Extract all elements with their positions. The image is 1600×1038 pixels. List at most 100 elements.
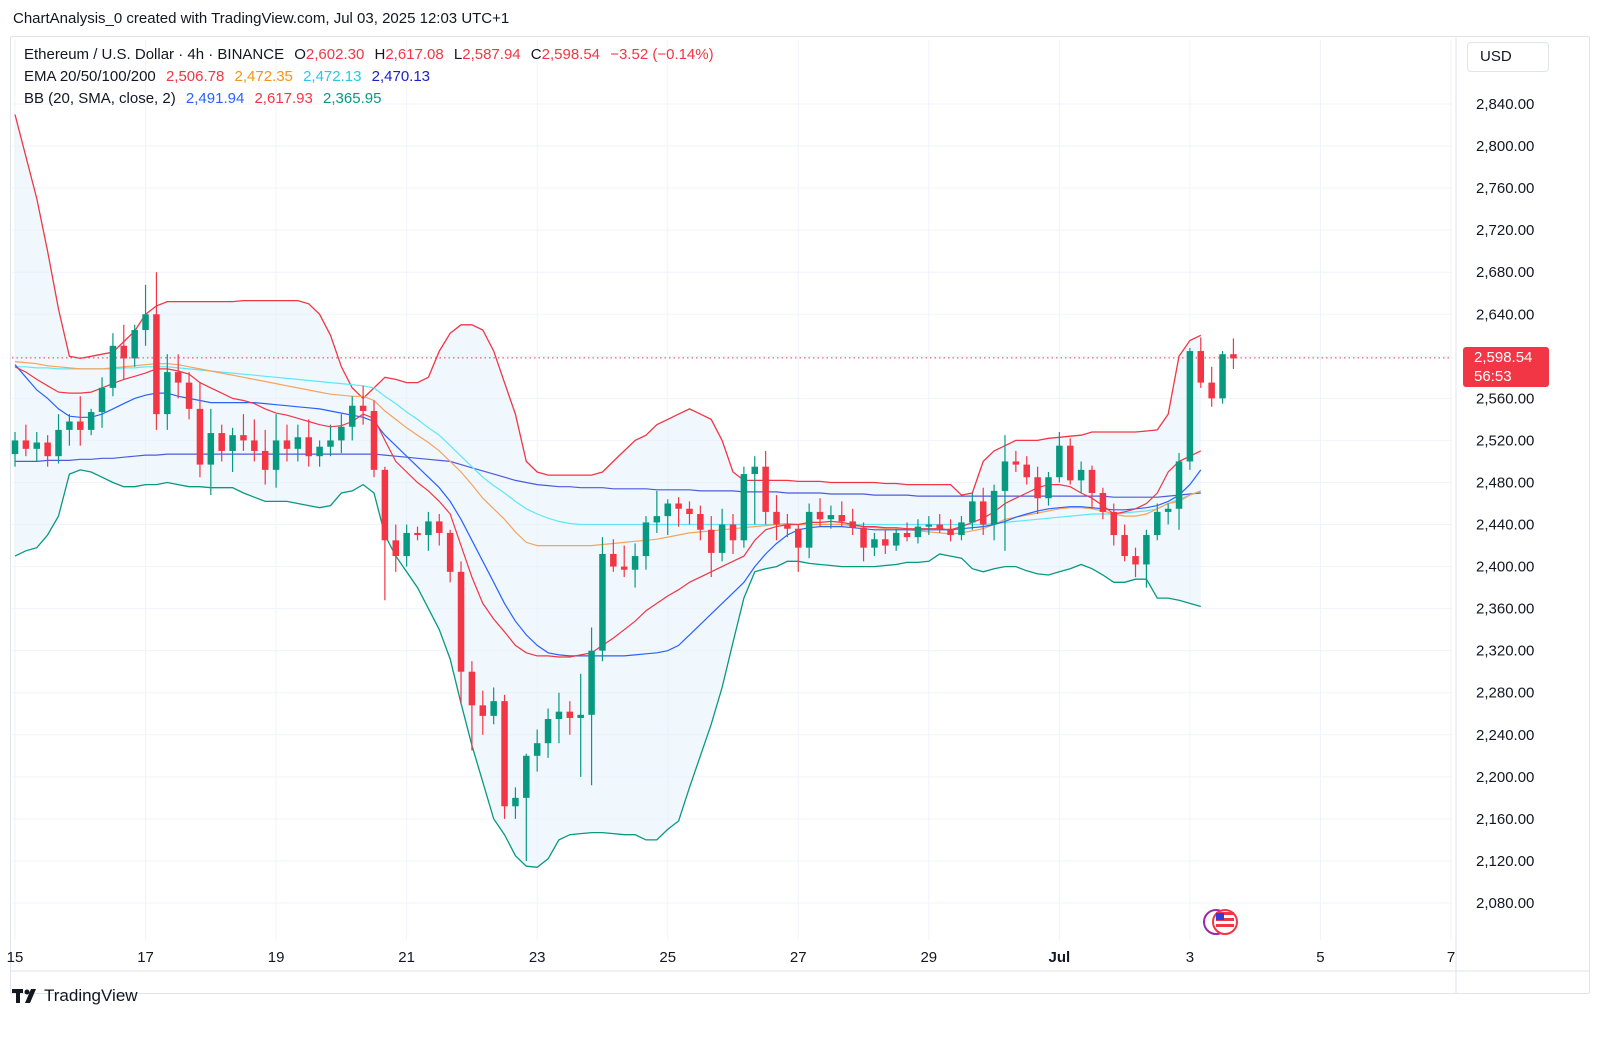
candle-body (1099, 492, 1107, 512)
candle-body (33, 442, 41, 449)
price-tick-label: 2,840.00 (1476, 96, 1534, 113)
price-tick-label: 2,240.00 (1476, 727, 1534, 744)
price-tick-label: 2,720.00 (1476, 222, 1534, 239)
candle (468, 661, 476, 751)
candle (272, 414, 280, 488)
bb-upper-line (14, 114, 1202, 496)
candle (1056, 432, 1063, 483)
open-label: O (294, 46, 306, 63)
candle-body (501, 701, 508, 807)
price-tick-label: 2,120.00 (1476, 853, 1534, 870)
candle (457, 561, 465, 704)
candle-body (1143, 535, 1150, 565)
tradingview-logo[interactable]: TradingView (12, 986, 138, 1006)
ema50-line (14, 361, 1202, 547)
time-tick-label: 15 (7, 949, 24, 966)
bb-upper-value: 2,617.93 (254, 90, 313, 107)
candle-body (642, 522, 650, 557)
candle-body (686, 508, 693, 515)
price-tick-label: 2,680.00 (1476, 264, 1534, 281)
price-tick-label: 2,480.00 (1476, 474, 1534, 491)
candle-body (533, 743, 541, 756)
candle-body (936, 524, 943, 529)
candle-body (305, 437, 312, 457)
high-value: 2,617.08 (385, 46, 444, 63)
price-tick-label: 2,640.00 (1476, 306, 1534, 323)
candle-body (762, 466, 769, 512)
candle-body (1077, 469, 1085, 481)
price-tick-label: 2,760.00 (1476, 180, 1534, 197)
candle-body (653, 516, 661, 523)
candle (827, 505, 835, 529)
candle (120, 324, 128, 380)
candle-body (1164, 508, 1172, 512)
currency-selector[interactable]: USD (1467, 42, 1549, 72)
candle-body (109, 345, 117, 388)
candle (892, 528, 900, 551)
candle-body (185, 382, 193, 409)
candle (686, 501, 693, 525)
candle (555, 692, 563, 744)
candle (1066, 438, 1074, 485)
legend-bb-row[interactable]: BB (20, SMA, close, 2) 2,491.94 2,617.93… (24, 90, 387, 107)
candle (1099, 487, 1107, 520)
candle-body (1230, 354, 1237, 359)
candlesticks (11, 272, 1237, 861)
candle-body (1088, 469, 1096, 493)
candle-body (1175, 461, 1183, 509)
price-tick-label: 2,520.00 (1476, 432, 1534, 449)
symbol-name[interactable]: Ethereum / U.S. Dollar · 4h · BINANCE (24, 46, 285, 63)
candle (229, 427, 236, 472)
time-tick-label: 27 (790, 949, 807, 966)
candle (620, 545, 628, 578)
candle (664, 499, 671, 536)
candle-body (1219, 354, 1226, 399)
candle-body (22, 440, 30, 449)
candle-body (979, 501, 987, 525)
candle-body (251, 440, 258, 451)
candle-body (196, 408, 204, 465)
candle (305, 419, 312, 467)
candle (1121, 524, 1128, 562)
candle (849, 508, 856, 536)
candle-body (1034, 477, 1041, 499)
candle (729, 514, 737, 554)
candle (697, 505, 704, 541)
candle (55, 414, 62, 464)
ema20-line (14, 366, 1202, 658)
time-tick-label: 17 (137, 949, 154, 966)
candle (903, 522, 911, 542)
candle (109, 333, 117, 397)
candle (240, 414, 247, 451)
candle-body (610, 553, 617, 567)
candle (1110, 503, 1118, 546)
candle (77, 396, 84, 446)
time-tick-label: 21 (398, 949, 415, 966)
legend-ema-row[interactable]: EMA 20/50/100/200 2,506.78 2,472.35 2,47… (24, 68, 436, 85)
candle (914, 519, 922, 544)
candle-body (414, 532, 421, 536)
candle-body (359, 405, 367, 411)
candle (1012, 450, 1020, 472)
candle (675, 497, 682, 527)
time-tick-label: 23 (529, 949, 546, 966)
candle-body (1208, 382, 1215, 399)
candle (142, 284, 149, 346)
candle-body (1197, 351, 1205, 383)
candle (1077, 461, 1085, 493)
price-tick-label: 2,440.00 (1476, 517, 1534, 534)
candle (98, 377, 106, 428)
candle (718, 508, 726, 562)
candle-body (784, 524, 791, 529)
candle-body (240, 435, 247, 441)
candle-body (370, 410, 378, 470)
candle-body (588, 650, 595, 715)
candle (936, 514, 943, 533)
candle-body (523, 755, 530, 798)
candle (990, 484, 998, 541)
candle (1197, 337, 1205, 388)
price-tick-label: 2,800.00 (1476, 138, 1534, 155)
candle (11, 432, 19, 467)
candle (381, 466, 389, 601)
